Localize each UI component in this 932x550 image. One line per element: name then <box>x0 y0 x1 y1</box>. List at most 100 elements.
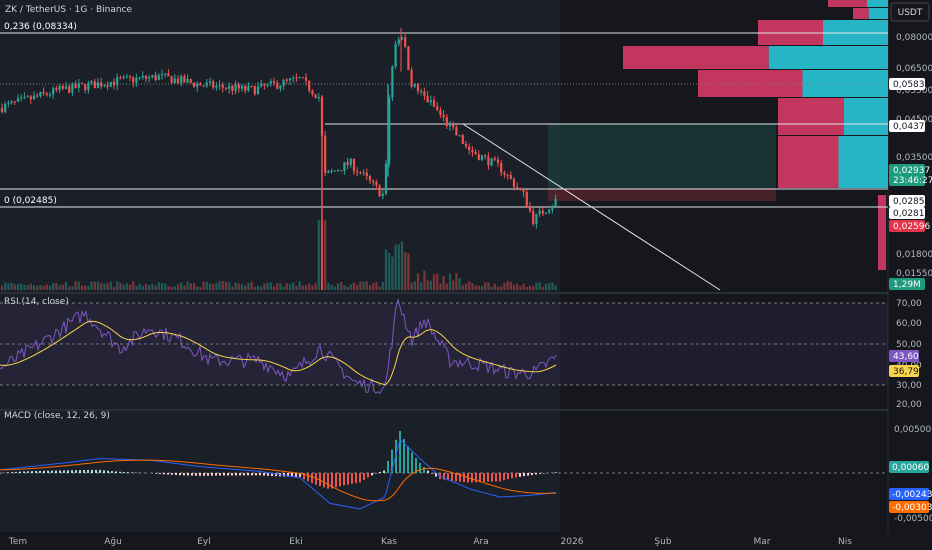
candle-body <box>141 75 144 78</box>
candle-body <box>157 75 160 81</box>
macd-histogram-bar <box>531 473 533 476</box>
volume-bar <box>154 285 157 290</box>
volume-bar <box>420 282 423 290</box>
macd-histogram-bar <box>275 473 277 477</box>
macd-histogram-bar <box>323 473 325 488</box>
volume-bar <box>480 286 484 290</box>
volume-bar <box>247 282 250 290</box>
candle-body <box>330 170 333 172</box>
volume-bar <box>452 280 455 290</box>
candle-body <box>381 193 384 197</box>
volume-bar <box>84 285 87 290</box>
macd-histogram-bar <box>211 473 213 476</box>
volume-bar <box>548 283 551 290</box>
volume-bar <box>496 286 500 290</box>
macd-histogram-bar <box>359 473 361 483</box>
price-badge <box>889 164 925 176</box>
volume-bar <box>509 281 512 290</box>
macd-histogram-bar <box>539 473 541 474</box>
macd-histogram-bar <box>263 473 265 476</box>
volume-bar <box>90 281 93 290</box>
candle-body <box>500 162 503 173</box>
volume-bar <box>340 281 343 290</box>
currency-button[interactable] <box>890 2 930 22</box>
volume-bar <box>352 282 356 290</box>
candle-body <box>292 77 295 79</box>
candle-body <box>68 86 71 93</box>
macd-badge-text: -0,00303 <box>892 503 932 513</box>
macd-histogram-bar <box>419 462 421 473</box>
macd-histogram-bar <box>7 472 9 473</box>
time-axis-area[interactable] <box>0 532 888 550</box>
volume-bar <box>29 283 32 290</box>
candle-body <box>192 82 196 87</box>
macd-histogram-bar <box>527 473 529 476</box>
candle-body <box>525 191 528 206</box>
macd-histogram-bar <box>171 473 173 475</box>
candle-body <box>493 158 496 160</box>
trend-line[interactable] <box>462 123 721 291</box>
candle-body <box>429 100 432 103</box>
macd-histogram-bar <box>127 472 129 473</box>
price-tick-label: 0,01800 <box>896 250 932 260</box>
candle-body <box>180 76 183 84</box>
macd-histogram-bar <box>291 473 293 477</box>
macd-histogram-bar <box>95 469 97 473</box>
candle-body <box>288 78 292 81</box>
volume-bar <box>551 282 554 290</box>
macd-histogram-bar <box>295 473 297 477</box>
macd-histogram-bar <box>355 473 357 484</box>
macd-histogram-bar <box>391 449 393 473</box>
price-axis-area[interactable] <box>888 0 932 550</box>
volume-profile-sell <box>853 8 869 19</box>
volume-bar <box>362 281 365 290</box>
volume-bar <box>429 280 432 290</box>
volume-bar <box>528 285 532 290</box>
candle-body <box>445 117 448 127</box>
volume-bar <box>311 285 314 290</box>
macd-histogram-bar <box>303 473 305 480</box>
long-position-target-zone[interactable] <box>548 124 776 188</box>
macd-histogram-bar <box>191 473 193 476</box>
signal-line <box>0 459 557 502</box>
candle-body <box>100 82 103 87</box>
macd-histogram-bar <box>239 473 241 476</box>
volume-bar <box>215 283 218 290</box>
candle-body <box>295 77 298 79</box>
macd-badge <box>889 488 929 500</box>
macd-histogram-bar <box>495 473 497 482</box>
volume-bar <box>346 286 349 290</box>
macd-histogram-bar <box>179 473 181 476</box>
candle-body <box>416 84 420 92</box>
candle-body <box>77 83 80 88</box>
price-axis: 0,080000,065000,055000,045000,035000,018… <box>889 33 932 524</box>
macd-histogram-bar <box>15 471 17 473</box>
volume-bar <box>74 281 77 290</box>
volume-bar <box>388 252 391 290</box>
volume-bar <box>132 281 135 290</box>
long-position-stop-zone[interactable] <box>548 188 776 201</box>
price-tick-label: 0,01550 <box>896 269 932 279</box>
macd-histogram-bar <box>483 473 485 482</box>
pane-divider <box>0 292 888 294</box>
candle-body <box>170 76 173 84</box>
volume-bar <box>7 283 10 290</box>
volume-bar <box>404 252 407 290</box>
volume-bar <box>116 281 119 290</box>
candle-body <box>394 43 397 67</box>
volume-bar <box>192 283 196 290</box>
candle-body <box>336 170 340 172</box>
volume-bar <box>410 282 413 290</box>
volume-bar <box>378 286 381 290</box>
macd-histogram-bar <box>503 473 505 481</box>
macd-histogram-bar <box>367 473 369 478</box>
volume-bar <box>458 278 461 290</box>
macd-histogram-bar <box>407 446 409 473</box>
macd-tick-label: -0,00500 <box>894 514 932 524</box>
candle-body <box>218 84 221 86</box>
candle-body <box>426 95 429 103</box>
candle-body <box>135 77 138 83</box>
volume-bar <box>125 283 128 290</box>
volume-bar <box>484 282 487 290</box>
candle-body <box>176 78 180 84</box>
